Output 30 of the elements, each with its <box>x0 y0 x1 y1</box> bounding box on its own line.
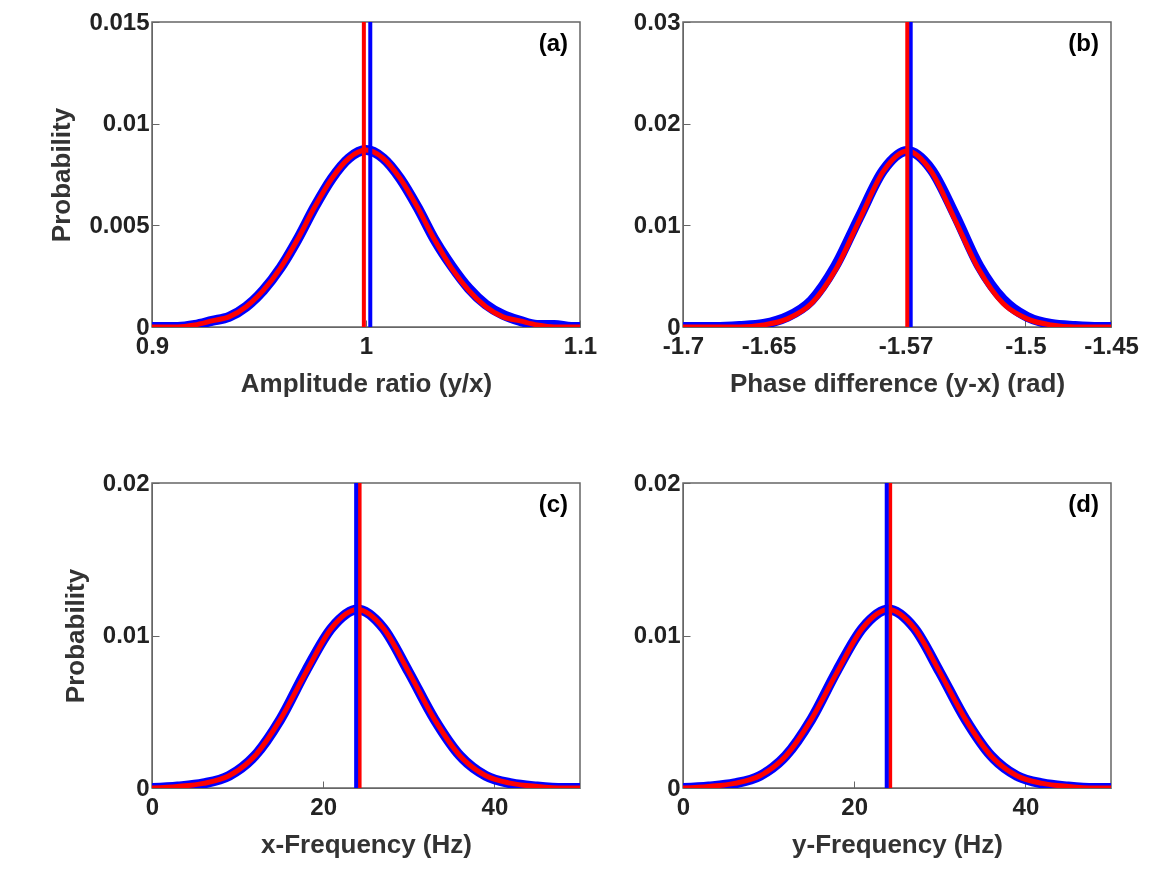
y-tick-label: 0.01 <box>633 210 681 238</box>
y-tick-label: 0.015 <box>89 7 150 35</box>
x-axis-title: Phase difference (y-x) (rad) <box>729 367 1066 398</box>
y-tick-label: 0.02 <box>633 109 681 137</box>
x-tick-label: 40 <box>481 792 509 820</box>
y-tick-label: 0.02 <box>102 468 150 496</box>
x-tick-label: 1.1 <box>563 331 598 359</box>
x-tick-label: 40 <box>1012 792 1040 820</box>
x-tick-label: 1 <box>359 331 374 359</box>
x-tick-label: -1.57 <box>878 331 934 359</box>
annotation: (c) <box>538 490 568 517</box>
y-tick-label: 0.01 <box>102 109 150 137</box>
y-tick-label: 0.01 <box>102 621 150 648</box>
x-axis-title: x-Frequency (Hz) <box>261 828 472 859</box>
x-tick-label: -1.45 <box>1084 331 1139 359</box>
x-axis-title: y-Frequency (Hz) <box>792 828 1003 859</box>
annotation: (d) <box>1068 490 1099 517</box>
y-tick-label: 0.005 <box>89 210 150 238</box>
y-tick-label: 0.03 <box>633 7 681 35</box>
x-tick-label: 20 <box>841 792 869 820</box>
y-tick-label: 0.01 <box>633 621 681 648</box>
x-tick-label: -1.65 <box>741 331 797 359</box>
x-tick-label: 20 <box>310 792 338 820</box>
annotation: (b) <box>1068 29 1099 56</box>
x-axis-title: Amplitude ratio (y/x) <box>240 367 493 398</box>
annotation: (a) <box>538 29 568 56</box>
y-axis-title: Probability <box>59 568 90 704</box>
y-axis-title: Probability <box>46 107 77 243</box>
x-tick-label: -1.5 <box>1005 331 1047 359</box>
y-tick-label: 0.02 <box>633 468 681 496</box>
